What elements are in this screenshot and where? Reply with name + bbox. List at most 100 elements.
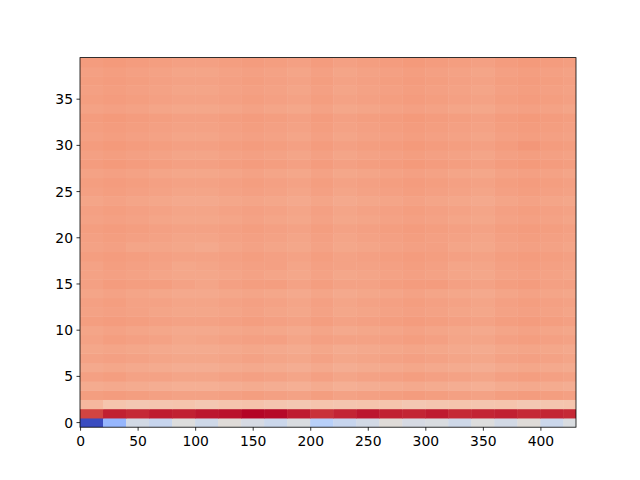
heatmap-cell	[402, 95, 426, 105]
heatmap-cell	[333, 150, 357, 160]
heatmap-cell	[172, 399, 196, 409]
heatmap-cell	[402, 104, 426, 114]
heatmap-cell	[103, 85, 127, 95]
heatmap-cell	[310, 399, 334, 409]
heatmap-cell	[333, 298, 357, 308]
y-tick	[77, 99, 81, 100]
heatmap-cell	[241, 326, 265, 336]
heatmap-cell	[241, 104, 265, 114]
heatmap-cell	[517, 150, 541, 160]
heatmap-cell	[356, 85, 380, 95]
heatmap-cell	[287, 141, 311, 151]
heatmap-cell	[172, 289, 196, 299]
heatmap-cell	[425, 233, 449, 243]
heatmap-cell	[379, 104, 403, 114]
heatmap-cell	[333, 270, 357, 280]
heatmap-cell	[310, 363, 334, 373]
heatmap-cell	[425, 150, 449, 160]
heatmap-cell	[471, 159, 495, 169]
heatmap-cell	[471, 344, 495, 354]
x-tick	[195, 427, 196, 431]
heatmap-cell	[540, 344, 564, 354]
heatmap-cell	[425, 399, 449, 409]
heatmap-cell	[471, 168, 495, 178]
heatmap-cell	[310, 196, 334, 206]
heatmap-cell	[80, 67, 104, 77]
heatmap-cell	[103, 261, 127, 271]
heatmap-cell	[310, 289, 334, 299]
heatmap-cell	[471, 298, 495, 308]
heatmap-cell	[218, 122, 242, 132]
heatmap-cell	[425, 104, 449, 114]
x-tick	[310, 427, 311, 431]
heatmap-cell	[471, 409, 495, 419]
heatmap-cell	[310, 141, 334, 151]
heatmap-cell	[517, 289, 541, 299]
heatmap-cell	[172, 132, 196, 142]
heatmap-cell	[333, 141, 357, 151]
heatmap-cell	[80, 298, 104, 308]
heatmap-cell	[149, 399, 173, 409]
heatmap-cell	[402, 289, 426, 299]
heatmap-cell	[425, 298, 449, 308]
heatmap-cell	[379, 122, 403, 132]
heatmap-cell	[172, 298, 196, 308]
heatmap-cell	[517, 279, 541, 289]
heatmap-cell	[195, 261, 219, 271]
heatmap-cell	[103, 159, 127, 169]
heatmap-cell	[563, 224, 576, 234]
heatmap-cell	[356, 187, 380, 197]
heatmap-cell	[494, 67, 518, 77]
heatmap-cell	[310, 353, 334, 363]
heatmap-cell	[103, 289, 127, 299]
heatmap-cell	[149, 215, 173, 225]
heatmap-cell	[448, 104, 472, 114]
heatmap-cell	[333, 132, 357, 142]
heatmap-cell	[310, 67, 334, 77]
heatmap-cell	[563, 298, 576, 308]
heatmap-cell	[264, 233, 288, 243]
x-tick	[368, 427, 369, 431]
heatmap-cell	[425, 76, 449, 86]
heatmap-cell	[333, 326, 357, 336]
heatmap-cell	[264, 104, 288, 114]
heatmap-cell	[126, 399, 150, 409]
x-tick-label: 150	[240, 433, 267, 449]
heatmap-cell	[379, 150, 403, 160]
heatmap-cell	[540, 159, 564, 169]
heatmap-cell	[264, 418, 288, 427]
heatmap-cell	[425, 390, 449, 400]
heatmap-cell	[494, 76, 518, 86]
heatmap-cell	[310, 58, 334, 68]
heatmap-cell	[149, 242, 173, 252]
heatmap-cell	[264, 132, 288, 142]
heatmap-cell	[540, 289, 564, 299]
heatmap-cell	[126, 261, 150, 271]
heatmap-cell	[218, 104, 242, 114]
heatmap-cell	[218, 150, 242, 160]
heatmap-cell	[540, 187, 564, 197]
heatmap-cell	[540, 150, 564, 160]
heatmap-cell	[333, 67, 357, 77]
heatmap-cell	[356, 252, 380, 262]
heatmap-cell	[218, 233, 242, 243]
heatmap-cell	[103, 122, 127, 132]
heatmap-cell	[80, 418, 104, 427]
heatmap-cell	[540, 307, 564, 317]
heatmap-cell	[195, 67, 219, 77]
heatmap-cell	[195, 252, 219, 262]
heatmap-cell	[356, 279, 380, 289]
heatmap-cell	[494, 307, 518, 317]
heatmap-cell	[103, 196, 127, 206]
heatmap-cell	[287, 316, 311, 326]
heatmap-cell	[448, 298, 472, 308]
heatmap-cell	[103, 298, 127, 308]
heatmap-cell	[425, 122, 449, 132]
heatmap-cell	[241, 132, 265, 142]
heatmap-cell	[333, 372, 357, 382]
heatmap-cell	[379, 67, 403, 77]
heatmap-cell	[448, 113, 472, 123]
heatmap-cell	[218, 409, 242, 419]
heatmap-cell	[333, 344, 357, 354]
heatmap-cell	[264, 95, 288, 105]
